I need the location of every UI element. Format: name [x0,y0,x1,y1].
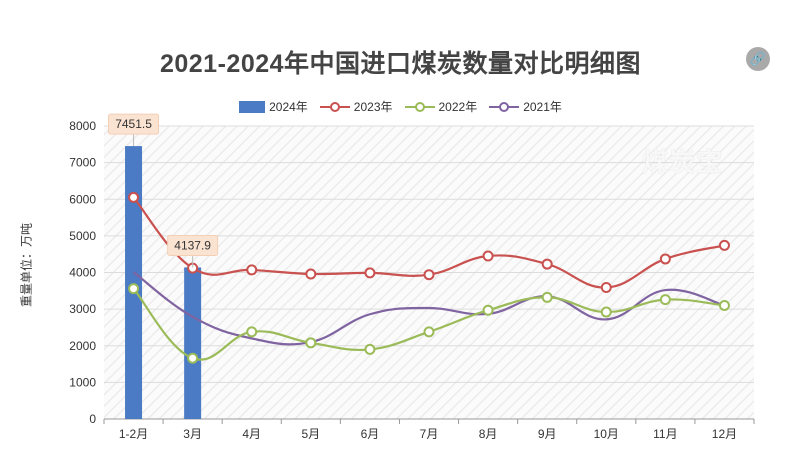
y-tick-label: 8000 [69,119,96,133]
point-2023年 [423,269,435,281]
data-label-box [108,113,160,135]
legend-item[interactable]: 2022年 [404,98,478,115]
legend-label: 2022年 [438,100,478,114]
line-2021年 [132,271,725,346]
point-2022年 [600,306,612,318]
data-label: 7451.5 [115,117,152,131]
share-link-icon[interactable]: 🔗 [746,47,770,71]
x-tick-label: 11月 [653,427,677,441]
y-tick-label: 7000 [69,156,96,170]
point-2022年 [423,326,435,338]
x-tick-label: 6月 [361,427,380,441]
bar-2024年 [125,146,143,419]
point-2022年 [305,337,317,349]
legend-swatch [239,100,266,113]
point-2023年 [482,250,494,262]
point-2022年 [246,326,258,338]
legend-swatch [319,101,350,112]
chart-legend: 2024年 2023年 2022年 2021年 [0,98,801,115]
legend-swatch [404,101,435,112]
point-2022年 [364,343,376,355]
x-tick-label: 5月 [301,427,320,441]
point-2023年 [305,268,317,280]
y-tick-label: 1000 [69,375,96,389]
watermark-logo: 煤炭宝 [642,147,724,177]
data-label-box [167,234,219,256]
legend-item[interactable]: 2023年 [319,98,393,115]
point-2023年 [718,239,730,251]
x-tick-label: 12月 [712,427,737,441]
y-tick-label: 4000 [69,266,96,280]
x-tick-label: 9月 [538,427,557,441]
point-2022年 [128,283,140,295]
legend-label: 2023年 [353,100,393,114]
point-2022年 [482,304,494,316]
y-tick-label: 6000 [69,192,96,206]
legend-label: 2024年 [269,100,308,114]
point-2022年 [187,352,199,364]
y-tick-label: 3000 [69,302,96,316]
point-2023年 [541,258,553,270]
point-2022年 [718,299,730,311]
bar-2024年 [184,267,202,419]
y-tick-label: 2000 [69,339,96,353]
x-tick-label: 4月 [242,427,261,441]
x-tick-label: 1-2月 [119,427,148,441]
point-2023年 [128,191,140,203]
point-2023年 [246,264,258,276]
legend-item[interactable]: 2024年 [239,98,308,115]
point-2023年 [364,267,376,279]
x-tick-label: 8月 [479,427,498,441]
legend-item[interactable]: 2021年 [489,98,562,115]
y-tick-label: 0 [89,412,96,426]
legend-label: 2021年 [523,100,562,114]
x-tick-label: 3月 [183,427,202,441]
chart-title: 2021-2024年中国进口煤炭数量对比明细图 [159,50,642,78]
legend-swatch [489,101,520,112]
point-2022年 [659,294,671,306]
point-2023年 [659,253,671,265]
x-tick-label: 10月 [594,427,619,441]
point-2023年 [600,282,612,294]
point-2022年 [541,291,553,303]
y-tick-label: 5000 [69,229,96,243]
data-label: 4137.9 [174,238,211,252]
x-tick-label: 7月 [420,427,439,441]
